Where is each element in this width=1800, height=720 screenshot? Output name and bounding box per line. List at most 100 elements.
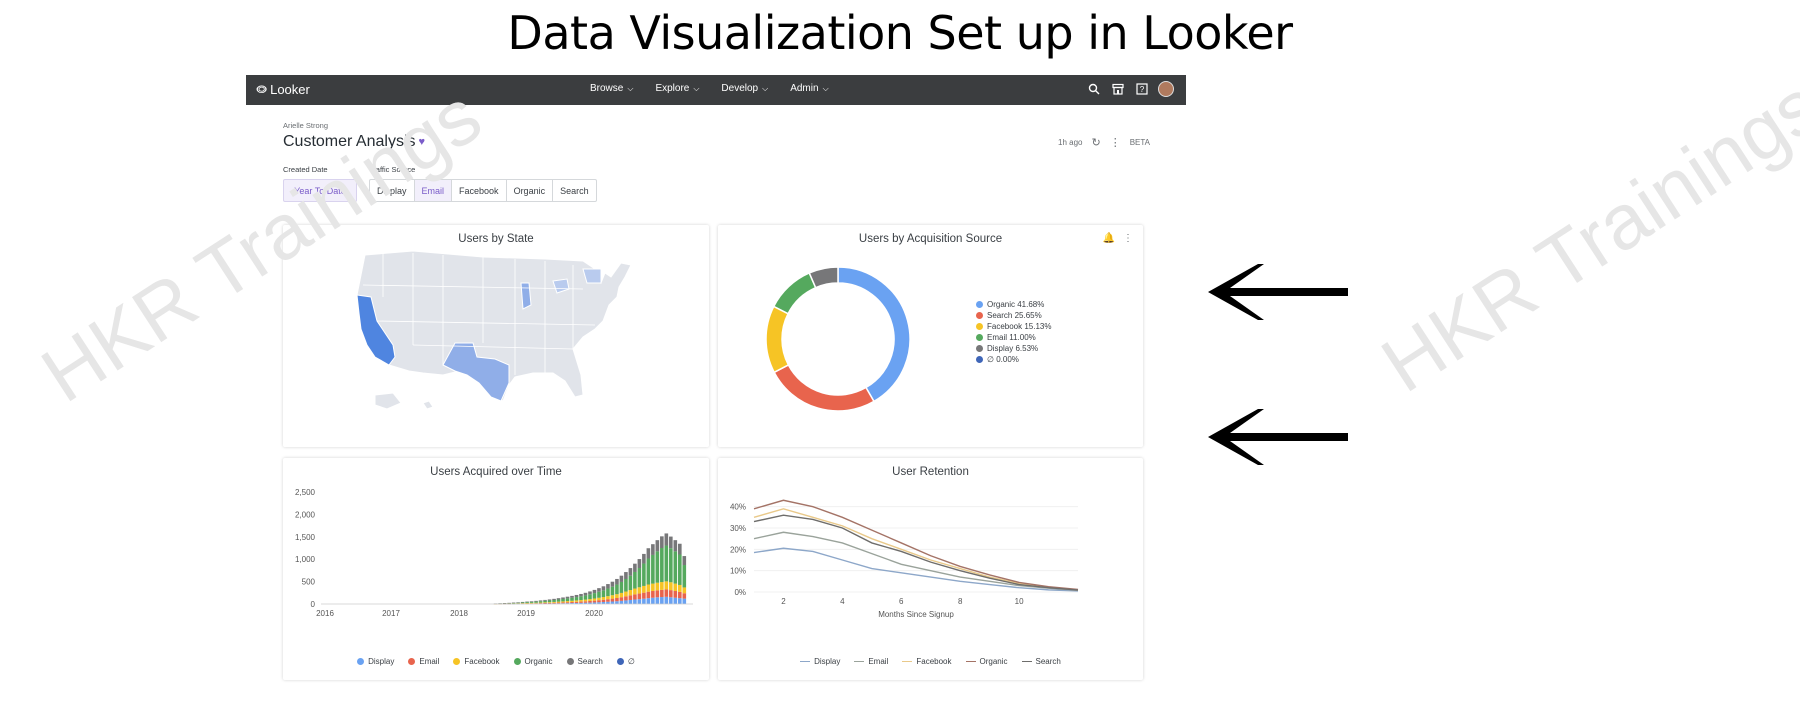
bar-segment[interactable] bbox=[664, 533, 669, 546]
source-button-email[interactable]: Email bbox=[414, 180, 453, 201]
bar-segment[interactable] bbox=[511, 602, 516, 604]
created-date-filter[interactable]: Year To Date bbox=[283, 179, 357, 202]
bar-segment[interactable] bbox=[561, 601, 565, 603]
nav-explore[interactable]: Explore ⌵ bbox=[655, 83, 699, 94]
bar-segment[interactable] bbox=[570, 600, 574, 603]
bar-segment[interactable] bbox=[516, 602, 520, 604]
bar-segment[interactable] bbox=[646, 548, 651, 559]
bar-segment[interactable] bbox=[651, 597, 655, 604]
bar-segment[interactable] bbox=[624, 596, 628, 601]
bar-segment[interactable] bbox=[588, 594, 592, 600]
legend-item[interactable]: Display 6.53% bbox=[976, 343, 1052, 354]
bar-segment[interactable] bbox=[633, 588, 637, 595]
bar-segment[interactable] bbox=[637, 559, 642, 569]
bar-segment[interactable] bbox=[669, 548, 673, 583]
bar-segment[interactable] bbox=[619, 600, 624, 604]
bar-segment[interactable] bbox=[516, 602, 520, 603]
bar-segment[interactable] bbox=[565, 598, 570, 602]
bar-segment[interactable] bbox=[651, 544, 655, 555]
bar-segment[interactable] bbox=[642, 598, 646, 604]
bar-segment[interactable] bbox=[673, 597, 678, 604]
bar-segment[interactable] bbox=[615, 578, 619, 585]
state-hawaii[interactable] bbox=[422, 400, 434, 410]
donut-slice-email[interactable] bbox=[772, 271, 817, 315]
bar-segment[interactable] bbox=[610, 586, 615, 596]
bar-segment[interactable] bbox=[664, 545, 669, 582]
bar-segment[interactable] bbox=[529, 601, 534, 603]
bar-segment[interactable] bbox=[606, 596, 610, 600]
nav-admin[interactable]: Admin ⌵ bbox=[790, 83, 828, 94]
bar-segment[interactable] bbox=[547, 599, 552, 601]
bar-segment[interactable] bbox=[660, 536, 664, 548]
nav-develop[interactable]: Develop ⌵ bbox=[721, 83, 768, 94]
bar-segment[interactable] bbox=[673, 551, 678, 584]
bar-segment[interactable] bbox=[678, 584, 682, 592]
bar-segment[interactable] bbox=[637, 593, 642, 600]
bar-segment[interactable] bbox=[547, 602, 552, 604]
search-icon[interactable] bbox=[1086, 81, 1102, 97]
bar-segment[interactable] bbox=[664, 589, 669, 597]
bar-segment[interactable] bbox=[642, 553, 646, 564]
bar-segment[interactable] bbox=[552, 602, 556, 604]
series-line-email[interactable] bbox=[753, 531, 1079, 591]
donut-slice-search[interactable] bbox=[773, 363, 875, 412]
user-avatar[interactable] bbox=[1158, 81, 1174, 97]
bar-segment[interactable] bbox=[628, 575, 633, 591]
bar-segment[interactable] bbox=[601, 601, 606, 604]
bar-segment[interactable] bbox=[637, 568, 642, 588]
bar-segment[interactable] bbox=[529, 601, 534, 602]
bar-segment[interactable] bbox=[651, 554, 655, 584]
bar-segment[interactable] bbox=[583, 592, 588, 596]
bar-segment[interactable] bbox=[507, 603, 511, 604]
bar-segment[interactable] bbox=[588, 599, 592, 601]
bar-segment[interactable] bbox=[678, 598, 682, 604]
bar-segment[interactable] bbox=[669, 536, 673, 549]
alert-bell-icon[interactable]: 🔔 bbox=[1102, 233, 1115, 244]
bar-segment[interactable] bbox=[628, 568, 633, 576]
tile-users-acquired-over-time[interactable]: Users Acquired over Time 0 500 1,000 1,500 2… bbox=[283, 458, 709, 680]
bar-segment[interactable] bbox=[579, 600, 583, 602]
bar-segment[interactable] bbox=[651, 591, 655, 598]
legend-item[interactable]: Organic bbox=[965, 657, 1008, 666]
bar-segment[interactable] bbox=[579, 602, 583, 604]
bar-segment[interactable] bbox=[637, 599, 642, 604]
legend-item[interactable]: Organic 41.68% bbox=[976, 299, 1052, 310]
bar-segment[interactable] bbox=[574, 602, 579, 604]
bar-segment[interactable] bbox=[538, 600, 543, 602]
bar-segment[interactable] bbox=[565, 602, 570, 604]
source-button-organic[interactable]: Organic bbox=[507, 180, 554, 201]
bar-segment[interactable] bbox=[601, 590, 606, 598]
bar-segment[interactable] bbox=[556, 599, 561, 602]
state-texas[interactable] bbox=[442, 342, 510, 402]
bar-segment[interactable] bbox=[601, 586, 606, 591]
bar-segment[interactable] bbox=[597, 591, 601, 598]
bar-segment[interactable] bbox=[678, 543, 682, 555]
bar-segment[interactable] bbox=[655, 551, 660, 583]
series-line-display[interactable] bbox=[753, 547, 1079, 592]
refresh-icon[interactable]: ↻ bbox=[1091, 137, 1101, 149]
bar-segment[interactable] bbox=[534, 602, 538, 604]
legend-item[interactable]: Facebook bbox=[902, 657, 952, 666]
source-button-search[interactable]: Search bbox=[560, 185, 589, 196]
bar-segment[interactable] bbox=[597, 597, 601, 601]
bar-segment[interactable] bbox=[669, 597, 673, 604]
bar-segment[interactable] bbox=[682, 556, 687, 566]
bar-segment[interactable] bbox=[633, 563, 637, 572]
bar-segment[interactable] bbox=[538, 603, 543, 604]
bar-segment[interactable] bbox=[633, 571, 637, 589]
bar-segment[interactable] bbox=[592, 602, 597, 604]
bar-segment[interactable] bbox=[606, 584, 610, 589]
bar-segment[interactable] bbox=[520, 601, 525, 603]
bar-segment[interactable] bbox=[646, 558, 651, 585]
state-alaska[interactable] bbox=[374, 392, 402, 410]
bar-segment[interactable] bbox=[583, 595, 588, 600]
bar-segment[interactable] bbox=[565, 603, 570, 604]
bar-segment[interactable] bbox=[610, 595, 615, 599]
bar-segment[interactable] bbox=[592, 589, 597, 594]
bar-segment[interactable] bbox=[628, 599, 633, 604]
bar-segment[interactable] bbox=[538, 601, 543, 603]
bar-segment[interactable] bbox=[610, 598, 615, 602]
bar-segment[interactable] bbox=[574, 594, 579, 598]
bar-segment[interactable] bbox=[583, 599, 588, 602]
bar-segment[interactable] bbox=[520, 603, 525, 604]
